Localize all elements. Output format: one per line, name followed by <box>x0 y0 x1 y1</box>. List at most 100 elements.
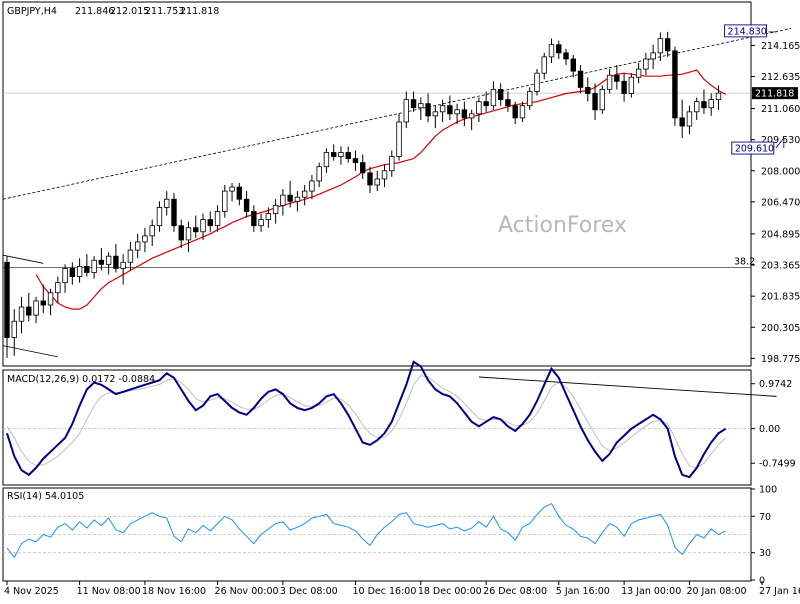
candle-body <box>55 282 61 294</box>
candle-body <box>519 105 526 119</box>
price-panel-frame <box>2 1 752 367</box>
candle-body <box>447 105 453 115</box>
rsi-tick-label: 100 <box>759 485 777 496</box>
candle-body <box>628 76 635 94</box>
macd-divergence-line <box>478 376 777 397</box>
candle-body <box>541 56 547 74</box>
candle-body <box>490 89 497 107</box>
candle-body <box>47 292 54 306</box>
candle-body <box>686 111 693 127</box>
candle-body <box>33 300 39 316</box>
price-tick-label: 208.000 <box>761 166 800 177</box>
candle-body <box>708 99 714 109</box>
candle-body <box>468 113 475 119</box>
candle-body <box>389 156 395 172</box>
candle-body <box>425 103 431 117</box>
candle-body <box>694 101 700 113</box>
candle-body <box>410 99 417 109</box>
price-annotation-box <box>724 24 768 38</box>
candle-body <box>156 206 163 227</box>
candle-body <box>570 58 576 72</box>
candle-body <box>265 213 272 220</box>
current-price-label: 211.818 <box>755 89 794 100</box>
candle-body <box>258 219 264 227</box>
candle-body <box>527 91 533 107</box>
candle-body <box>454 109 460 115</box>
candle-body <box>309 180 315 192</box>
low-value: 211.753 <box>145 6 184 17</box>
price-annotation-label: 209.610 <box>735 144 774 155</box>
candle-body <box>316 166 322 182</box>
candle-body <box>715 92 722 101</box>
price-tick-label: 204.895 <box>761 229 800 240</box>
candle-body <box>105 255 112 265</box>
macd-tick-label: 0.00 <box>759 424 780 435</box>
dashed-trendline <box>2 28 792 200</box>
candle-body <box>461 109 468 119</box>
candle-body <box>679 117 685 127</box>
candle-body <box>418 103 424 109</box>
candle-body <box>127 249 134 263</box>
macd-tick-label: -0.7499 <box>759 459 796 470</box>
price-tick-label: 198.775 <box>761 354 800 365</box>
x-tick-label: 26 Nov 00:00 <box>215 586 279 597</box>
candle-body <box>534 72 540 92</box>
candle-body <box>360 162 366 174</box>
x-tick-label: 3 Dec 08:00 <box>280 586 338 597</box>
candle-body <box>200 219 206 233</box>
candle-body <box>207 219 213 227</box>
x-tick-label: 26 Dec 08:00 <box>483 586 547 597</box>
x-tick-label: 18 Dec 00:00 <box>418 586 482 597</box>
candle-body <box>381 170 388 180</box>
candle-body <box>701 101 707 109</box>
candle-body <box>367 172 373 186</box>
candle-body <box>301 190 308 198</box>
macd-line <box>6 360 727 479</box>
candle-body <box>91 259 97 273</box>
candle-body <box>403 99 409 123</box>
candle-body <box>280 194 286 206</box>
candle-body <box>512 105 518 119</box>
candle-body <box>621 80 627 94</box>
candle-body <box>548 44 555 58</box>
candle-body <box>577 70 584 88</box>
candle-body <box>345 152 351 159</box>
x-tick-label: 20 Jan 08:00 <box>686 586 746 597</box>
candle-body <box>236 186 243 200</box>
candle-body <box>243 198 250 212</box>
rsi-line <box>6 502 726 559</box>
close-value: 211.818 <box>180 6 219 17</box>
moving-average-line <box>35 69 726 310</box>
candle-body <box>26 306 32 316</box>
candle-body <box>505 99 511 107</box>
x-tick-label: 13 Jan 00:00 <box>621 586 681 597</box>
annotation-connector <box>775 137 785 149</box>
candle-body <box>222 190 228 212</box>
price-tick-label: 200.305 <box>761 323 800 334</box>
candle-body <box>134 241 141 251</box>
x-tick-label: 10 Dec 16:00 <box>352 586 416 597</box>
candle-body <box>635 68 642 78</box>
open-value: 211.846 <box>75 6 114 17</box>
macd-tick-label: 0.9742 <box>759 379 792 390</box>
rsi-tick-label: 30 <box>759 548 771 559</box>
candle-body <box>556 44 562 54</box>
candle-body <box>120 261 126 269</box>
x-tick-label: 4 Nov 2025 <box>4 586 59 597</box>
candle-body <box>396 121 402 157</box>
price-tick-label: 211.060 <box>761 104 800 115</box>
x-tick-label: 27 Jan 16:00 <box>759 586 800 597</box>
fib-level-label: 38.2 <box>734 256 755 267</box>
price-tick-label: 203.365 <box>761 261 800 272</box>
high-value: 212.015 <box>110 6 149 17</box>
price-annotation-label: 214.830 <box>728 26 767 37</box>
candle-body <box>98 259 105 265</box>
candle-body <box>585 87 591 94</box>
price-layer: 214.165 212.635 211.060 209.530 208.000 206.4… <box>2 24 800 365</box>
candle-body <box>432 111 439 117</box>
candle-body <box>330 152 337 157</box>
candle-body <box>11 320 17 338</box>
candle-body <box>497 89 504 101</box>
